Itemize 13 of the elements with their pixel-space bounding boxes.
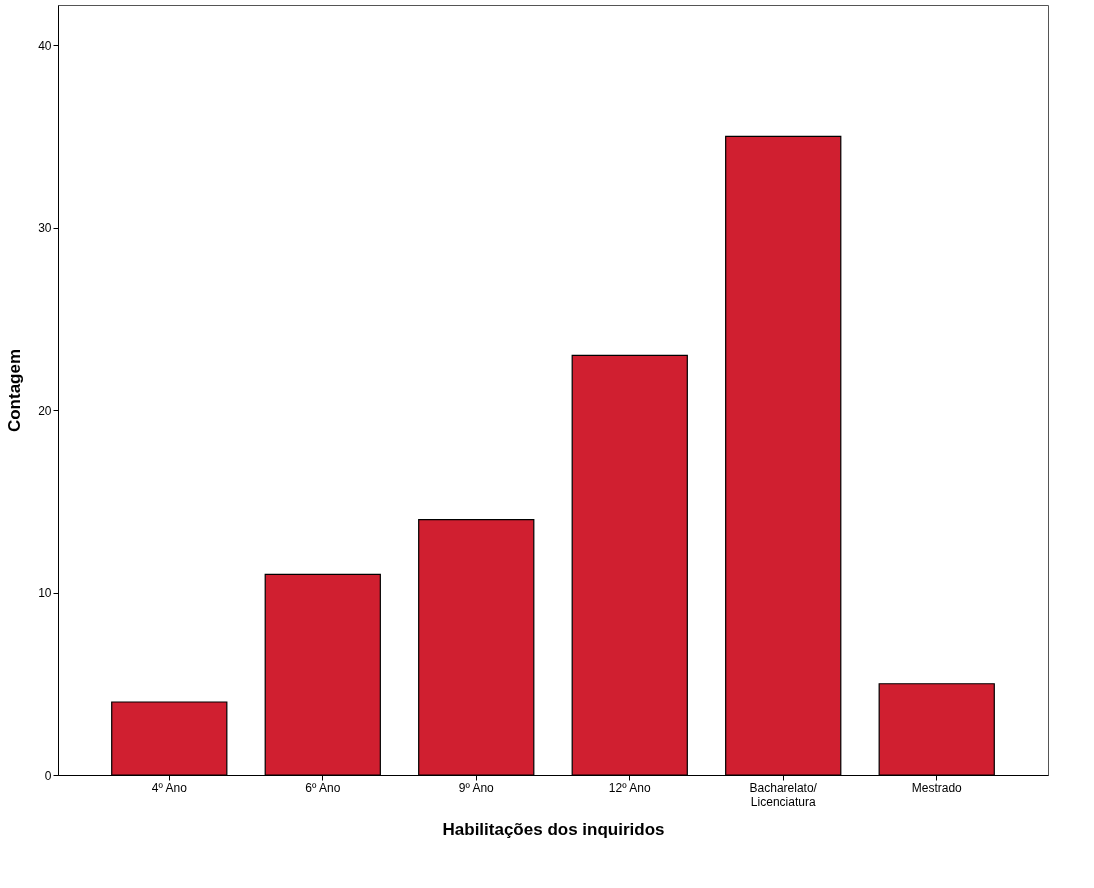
x-tick-label: 4º Ano bbox=[151, 780, 188, 795]
y-tick-label: 40 bbox=[38, 38, 52, 53]
x-tick-label: 9º Ano bbox=[458, 780, 495, 795]
x-tick-label: 6º Ano bbox=[305, 780, 341, 795]
y-tick-label: 30 bbox=[38, 221, 52, 236]
y-tick-label: 10 bbox=[38, 586, 52, 601]
x-axis-title: Habilitações dos inquiridos bbox=[442, 819, 665, 839]
y-axis-title: Contagem bbox=[5, 348, 25, 433]
y-tick-label: 0 bbox=[44, 768, 52, 783]
y-tick-label: 20 bbox=[38, 403, 52, 418]
x-tick-label: Bacharelato/ Licenciatura bbox=[749, 780, 818, 809]
x-tick-label: Mestrado bbox=[911, 780, 963, 795]
x-tick-label: 12º Ano bbox=[608, 780, 651, 795]
